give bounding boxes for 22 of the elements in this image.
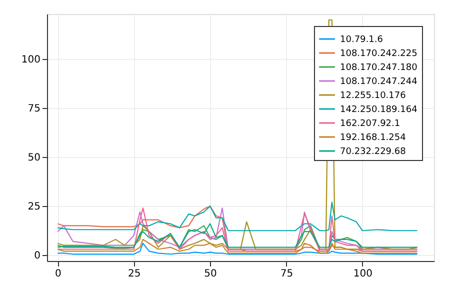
legend-label: 10.79.1.6 xyxy=(340,35,384,45)
legend-label: 192.168.1.254 xyxy=(340,133,406,143)
x-tick-label: 0 xyxy=(54,268,62,280)
x-tick-label: 75 xyxy=(280,268,294,280)
y-tick-label: 50 xyxy=(28,152,40,164)
line-series xyxy=(57,238,418,254)
legend-label: 70.232.229.68 xyxy=(340,147,406,157)
legend-label: 108.170.247.180 xyxy=(340,63,418,73)
legend-label: 108.170.242.225 xyxy=(340,49,418,59)
x-tick-label: 25 xyxy=(128,268,141,280)
y-tick-label: 0 xyxy=(34,250,40,262)
legend-label: 108.170.247.244 xyxy=(340,77,418,87)
x-tick-label: 50 xyxy=(204,268,217,280)
legend-label: 142.250.189.164 xyxy=(340,105,418,115)
legend-label: 12.255.10.176 xyxy=(340,91,406,101)
x-tick-label: 100 xyxy=(353,268,372,280)
line-series xyxy=(57,202,418,232)
y-tick-label: 100 xyxy=(21,54,40,66)
legend-label: 162.207.92.1 xyxy=(340,119,400,129)
y-tick-label: 25 xyxy=(28,202,40,213)
line-series xyxy=(57,242,418,255)
y-tick-label: 75 xyxy=(28,104,40,115)
